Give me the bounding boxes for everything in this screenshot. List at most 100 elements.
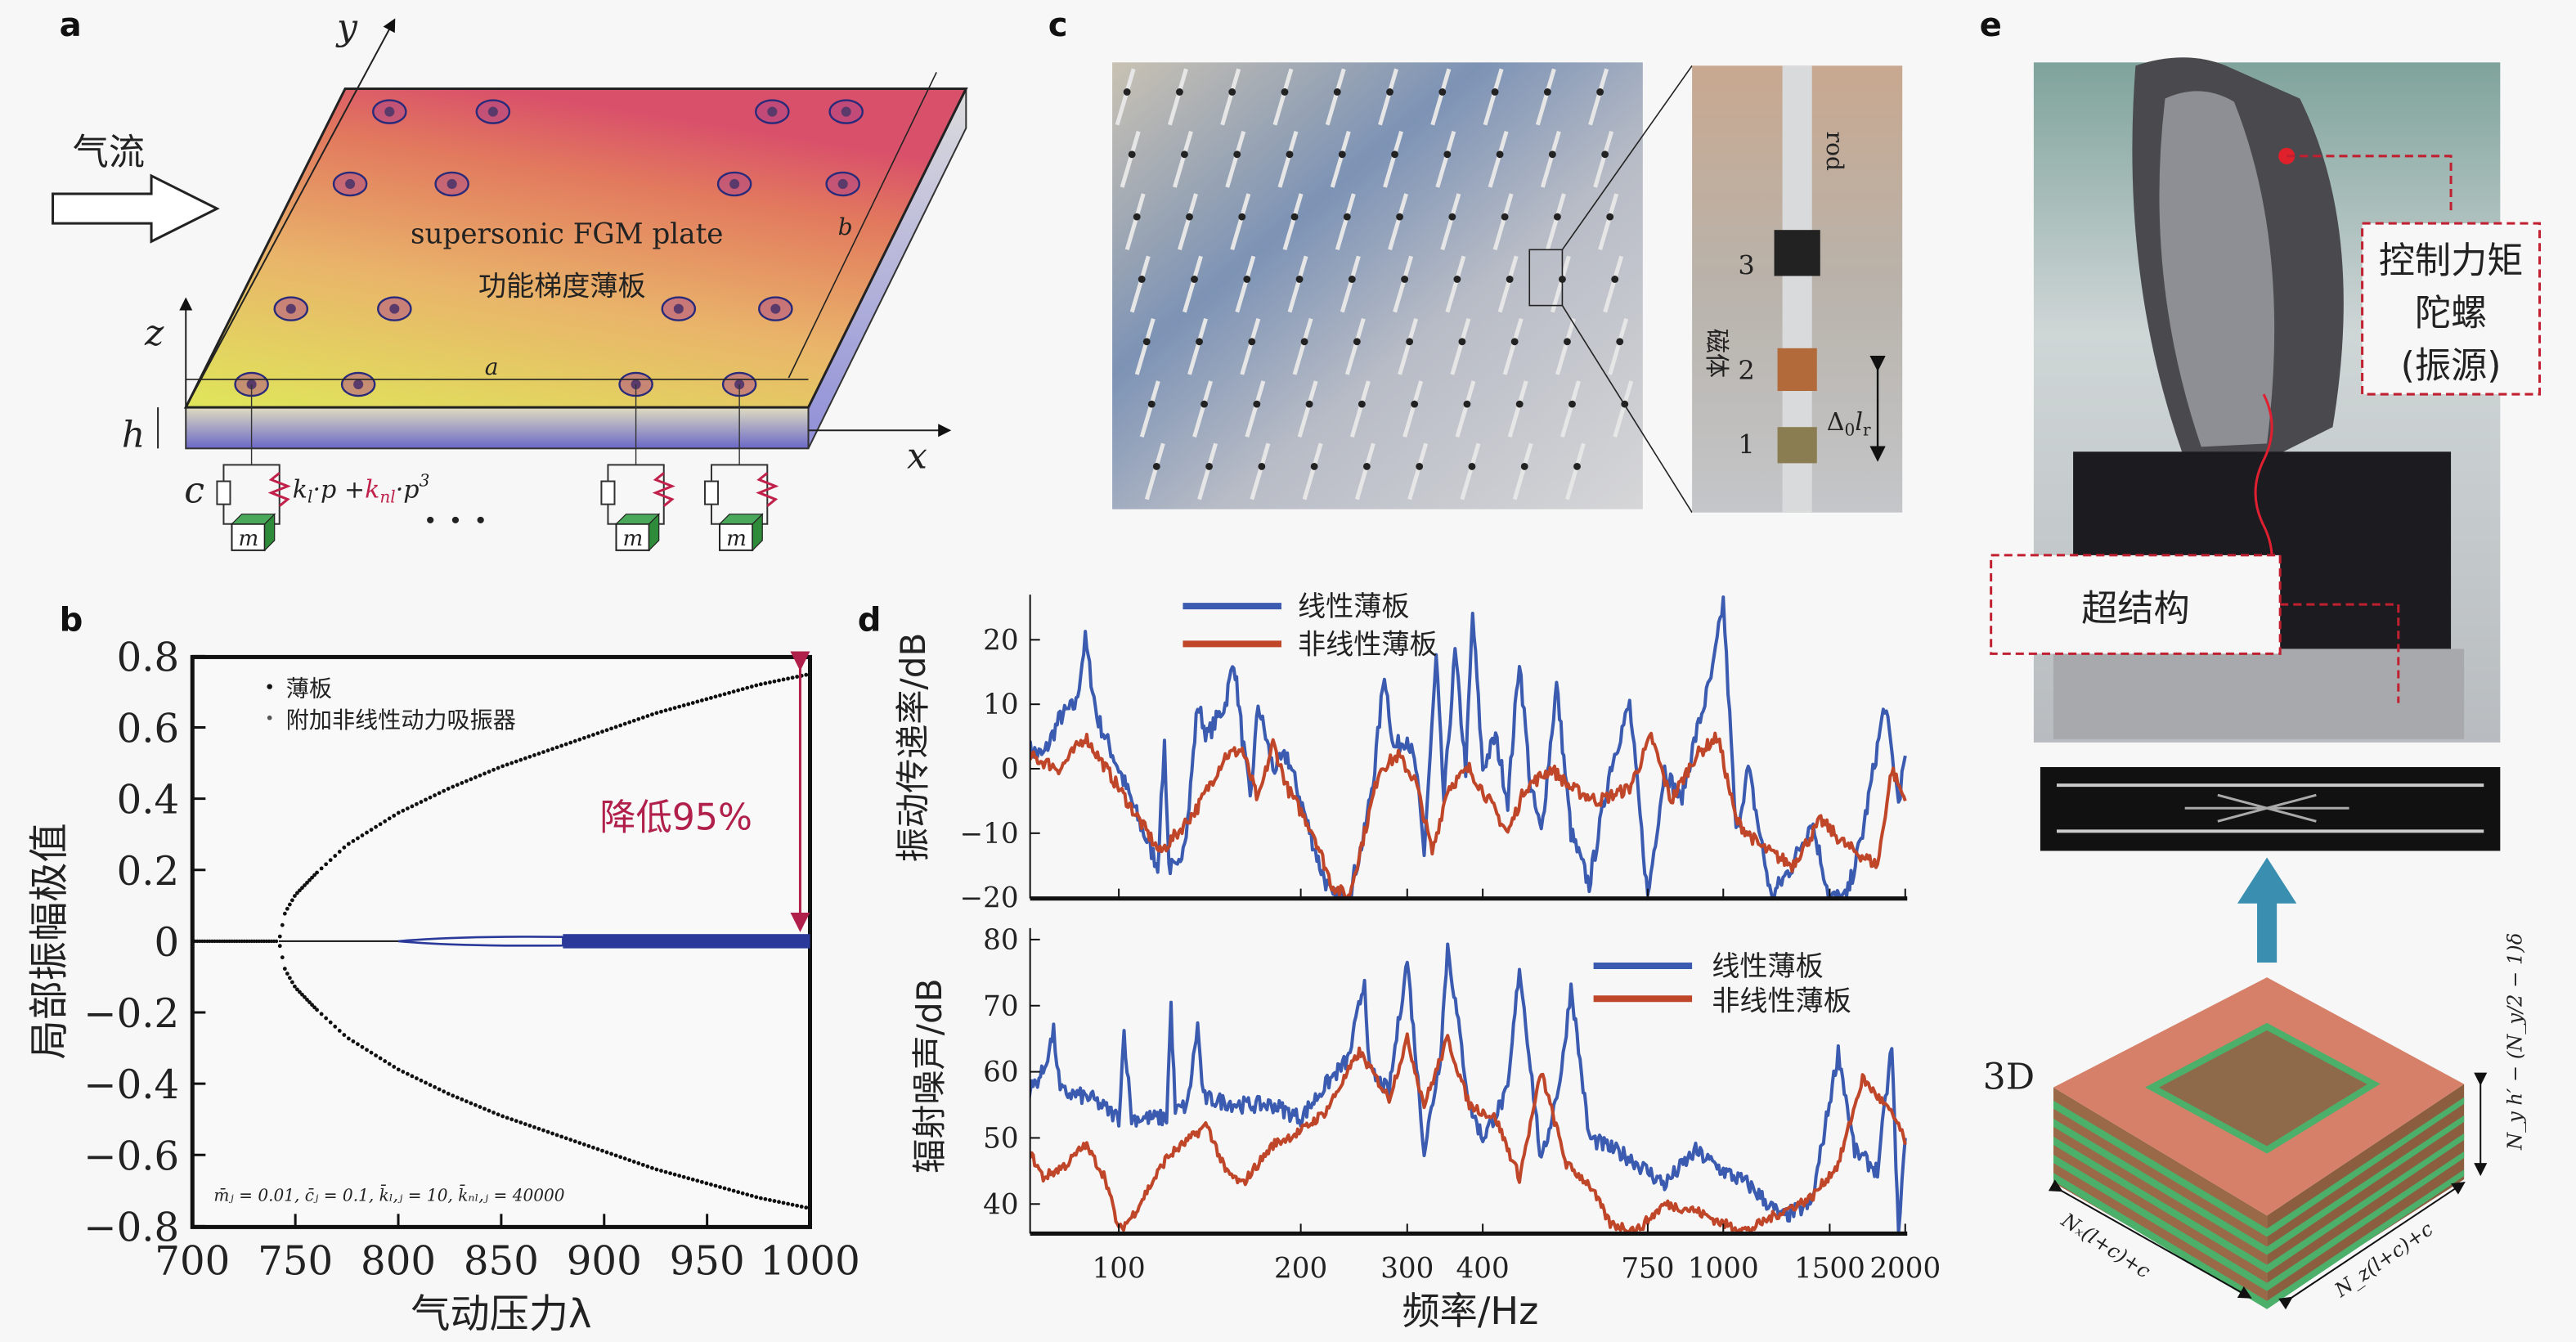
mass-label: m (239, 527, 259, 551)
plate-point (210, 939, 214, 944)
rod (1230, 193, 1251, 251)
plate-point (287, 976, 292, 981)
plate-point (342, 1033, 347, 1037)
rod-mass (1191, 276, 1198, 283)
rod-mass (1515, 400, 1524, 408)
plate-point (193, 939, 197, 944)
absorber-band (563, 934, 810, 949)
up-arrow-shaft (2257, 900, 2278, 963)
plate-point (208, 939, 212, 944)
y-tick-label-d-top: −20 (960, 882, 1019, 915)
plate-point (740, 1191, 745, 1196)
plate-point (509, 761, 514, 765)
plate-point (640, 1162, 645, 1167)
rod-mass (1228, 88, 1236, 96)
plate-point (532, 753, 536, 757)
rod-mass (1238, 213, 1246, 221)
rod (1250, 442, 1271, 500)
absorber-dot (389, 303, 400, 314)
plate-point (240, 939, 244, 944)
plate-point (505, 762, 509, 767)
rod (1173, 130, 1193, 188)
rod-mass (1520, 463, 1528, 470)
rod-mass (1196, 338, 1203, 346)
absorber-dot (353, 379, 364, 390)
plate-point (473, 775, 478, 779)
rod-mass (1286, 150, 1294, 159)
plate-point (631, 1160, 636, 1164)
plate-point (351, 1039, 356, 1044)
plate-point (668, 1171, 672, 1176)
rod-label: rod (1821, 132, 1848, 171)
plate-point (369, 1050, 374, 1055)
plate-point (541, 750, 545, 755)
y-tick-label-b: −0.2 (83, 991, 179, 1037)
plate-point (572, 1139, 577, 1144)
plate-point (681, 1174, 686, 1179)
panel-d: d 100 200 300 400 750 1000 1500 200020100−10−20… (858, 590, 1941, 1333)
plate-point (310, 1003, 314, 1008)
plate-point (577, 1141, 582, 1145)
plate-point (237, 939, 241, 944)
magnet-label: 磁体 (1702, 329, 1730, 378)
y-tick-label-b: 0.6 (117, 707, 180, 752)
rod-mass (1248, 338, 1256, 346)
plate-point (401, 1070, 406, 1074)
rod (1134, 317, 1156, 375)
plate-point (280, 922, 285, 927)
plate-point (328, 1020, 333, 1025)
rod (1555, 317, 1576, 375)
y-axis-label: y (335, 7, 358, 48)
plate-point (659, 1169, 663, 1173)
x-tick-label-d: 750 (1621, 1253, 1674, 1286)
plate-point (559, 1134, 564, 1139)
absorber-dot (345, 178, 356, 189)
rod-mass (1416, 463, 1424, 470)
plate-point (337, 850, 342, 854)
plate-point (378, 1056, 383, 1061)
plate-point (289, 898, 294, 903)
plate-point (736, 1190, 741, 1195)
rod-mass (1152, 463, 1160, 470)
absorber-dot (447, 178, 457, 189)
y-tick-label-b: 0 (155, 920, 180, 966)
plate-point (523, 756, 527, 761)
rod-mass (1411, 400, 1419, 408)
rod (1460, 442, 1481, 500)
rod (1302, 442, 1323, 500)
plate-point (554, 1133, 559, 1138)
plate-point (731, 689, 736, 694)
plate-point (677, 704, 682, 709)
plate-point (786, 676, 790, 681)
label-3d: 3D (1983, 1057, 2035, 1098)
rod (1335, 193, 1356, 251)
y-tick-label-d-bottom: 60 (983, 1057, 1018, 1089)
plate-point (230, 939, 234, 944)
rod-mass (1406, 338, 1414, 346)
plate-point (482, 1106, 487, 1111)
rod (1393, 255, 1414, 313)
absorber-dot (384, 106, 395, 117)
plate-point (424, 797, 428, 802)
rod (1120, 130, 1141, 188)
rod (1603, 255, 1624, 313)
plate-point (473, 1102, 478, 1107)
rod-mass (1205, 463, 1214, 470)
plate-point (437, 1087, 442, 1092)
rod-mass (1568, 400, 1576, 408)
plate-point (424, 1080, 428, 1085)
plate-point (455, 783, 460, 788)
plate-point (686, 702, 691, 707)
plate-point (387, 1061, 392, 1066)
rod-mass (1333, 88, 1341, 96)
y-tick-label-d-bottom: 50 (983, 1122, 1018, 1155)
plate-point (736, 688, 741, 693)
plate-point (786, 1201, 790, 1206)
rod (1330, 130, 1351, 188)
plate-point (464, 1099, 469, 1104)
y-axis-title-d-bottom: 辐射噪声/dB (909, 978, 949, 1174)
plate-point (545, 748, 550, 753)
plate-point (232, 939, 236, 944)
rod-mass (1353, 338, 1361, 346)
rod-mass (1443, 150, 1452, 159)
